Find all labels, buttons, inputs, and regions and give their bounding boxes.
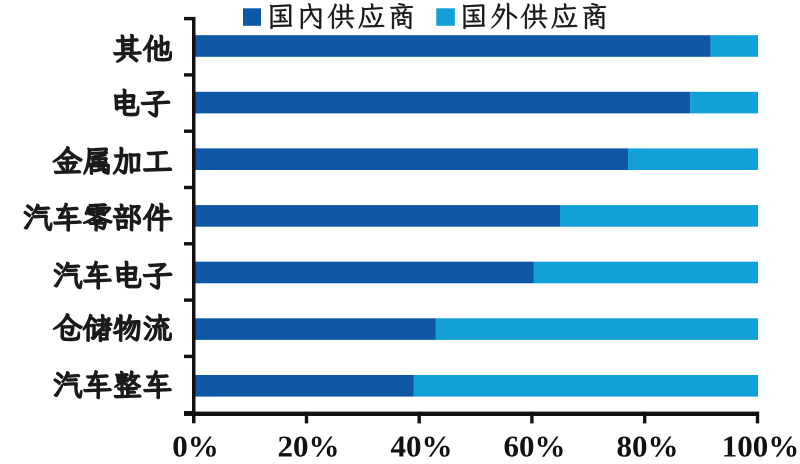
svg-text:60%: 60% <box>504 429 566 464</box>
svg-text:40%: 40% <box>391 429 453 464</box>
svg-text:0%: 0% <box>172 429 219 464</box>
svg-text:20%: 20% <box>278 429 340 464</box>
svg-text:100%: 100% <box>722 429 800 464</box>
svg-text:80%: 80% <box>617 429 679 464</box>
